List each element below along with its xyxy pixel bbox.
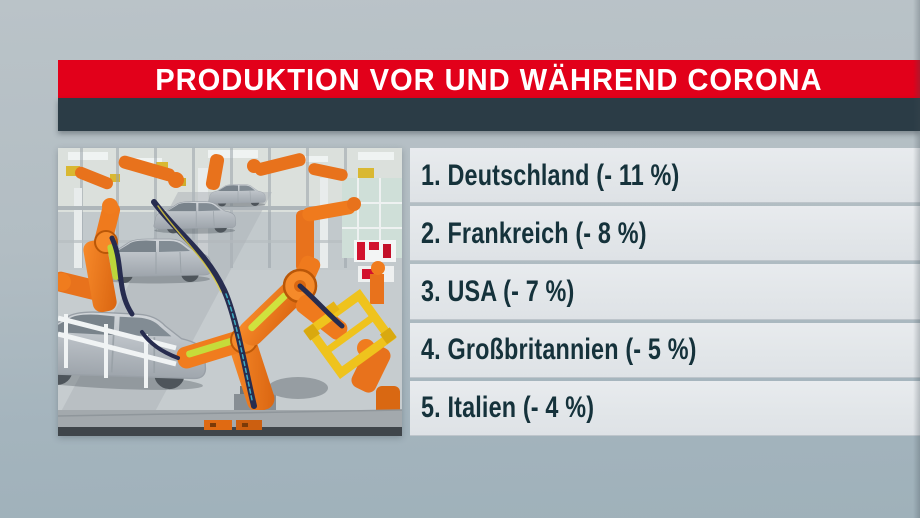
factory-photo-illustration (58, 148, 402, 436)
list-item-1: 1. Deutschland (- 11 %) (410, 148, 920, 204)
list-item-5: 5. Italien (- 4 %) (410, 380, 920, 437)
cable-conduits (109, 199, 345, 409)
list-item-3-text: 3. USA (- 7 %) (421, 275, 575, 308)
list-item-3: 3. USA (- 7 %) (410, 264, 920, 320)
factory-photo (58, 148, 402, 436)
country-ranking-list: 1. Deutschland (- 11 %) 2. Frankreich (-… (410, 148, 920, 437)
yellow-fixture (303, 289, 397, 379)
list-item-4: 4. Großbritannien (- 5 %) (410, 322, 920, 378)
page-title: PRODUKTION VOR UND WÄHREND CORONA (155, 61, 823, 97)
list-item-2: 2. Frankreich (- 8 %) (410, 206, 920, 262)
list-item-4-text: 4. Großbritannien (- 5 %) (421, 333, 697, 367)
header-underbar (58, 98, 920, 131)
factory-floor (58, 409, 402, 436)
list-item-1-text: 1. Deutschland (- 11 %) (421, 158, 680, 192)
list-item-5-text: 5. Italien (- 4 %) (421, 391, 595, 425)
white-railing (58, 314, 177, 388)
list-item-2-text: 2. Frankreich (- 8 %) (421, 216, 647, 250)
header-bar: PRODUKTION VOR UND WÄHREND CORONA (58, 60, 920, 98)
